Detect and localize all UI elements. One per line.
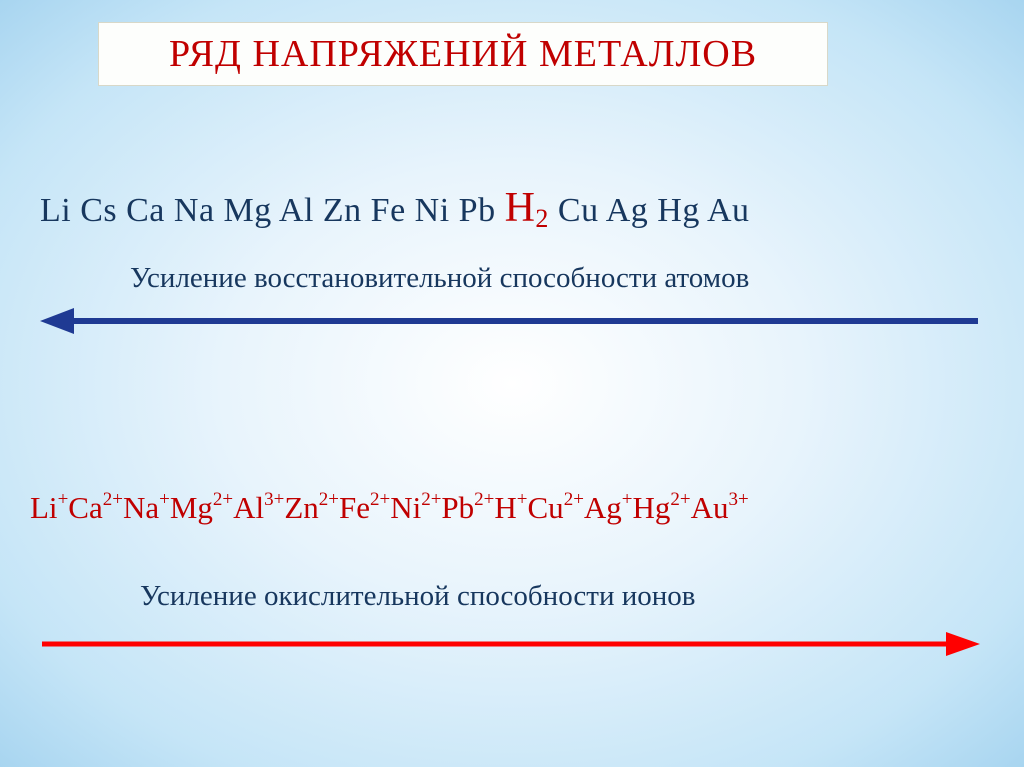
ion-charge: + (58, 489, 69, 510)
atoms-activity-series: Li Cs Ca Na Mg Al Zn Fe Ni Pb Н2 Cu Ag H… (40, 184, 750, 232)
ion-charge: 3+ (729, 489, 749, 510)
ion-symbol: Cu (528, 490, 564, 525)
atoms-before-h: Li Cs Ca Na Mg Al Zn Fe Ni Pb (40, 192, 505, 229)
page-title: РЯД НАПРЯЖЕНИЙ МЕТАЛЛОВ (169, 32, 757, 76)
atoms-after-h: Cu Ag Hg Au (549, 192, 750, 229)
ion-item: Ca2+ (68, 490, 123, 525)
ion-item: Hg2+ (633, 490, 691, 525)
ion-item: Cu2+ (528, 490, 584, 525)
ions-activity-series: Li+Ca2+Na+Mg2+Al3+Zn2+Fe2+Ni2+Pb2+H+Cu2+… (30, 490, 749, 526)
arrow-right-icon (40, 630, 980, 658)
ion-item: Mg2+ (170, 490, 233, 525)
ion-charge: 3+ (264, 489, 284, 510)
ion-symbol: Au (691, 490, 729, 525)
ion-charge: 2+ (370, 489, 390, 510)
ion-symbol: Na (123, 490, 159, 525)
ion-symbol: Hg (633, 490, 671, 525)
ion-item: Na+ (123, 490, 170, 525)
ion-symbol: Ca (68, 490, 102, 525)
ion-item: Au3+ (691, 490, 749, 525)
ion-symbol: Pb (441, 490, 474, 525)
ion-charge: 2+ (670, 489, 690, 510)
ion-charge: 2+ (564, 489, 584, 510)
title-box: РЯД НАПРЯЖЕНИЙ МЕТАЛЛОВ (98, 22, 828, 86)
arrow-reducing-ability (40, 306, 980, 341)
ion-item: Al3+ (233, 490, 284, 525)
ion-symbol: H (494, 490, 516, 525)
ion-charge: 2+ (474, 489, 494, 510)
caption-ions: Усиление окислительной способности ионов (140, 580, 695, 613)
ion-item: Pb2+ (441, 490, 494, 525)
ion-symbol: Zn (284, 490, 318, 525)
ion-charge: 2+ (103, 489, 123, 510)
arrow-left-icon (40, 306, 980, 336)
ion-charge: 2+ (319, 489, 339, 510)
ion-symbol: Li (30, 490, 58, 525)
ion-item: Fe2+ (339, 490, 390, 525)
ion-item: Ag+ (584, 490, 633, 525)
ion-symbol: Al (233, 490, 264, 525)
ion-charge: 2+ (213, 489, 233, 510)
arrow-oxidizing-ability (40, 630, 980, 663)
ion-symbol: Ni (390, 490, 421, 525)
caption-atoms: Усиление восстановительной способности а… (130, 262, 749, 295)
ion-item: Ni2+ (390, 490, 441, 525)
ion-symbol: Mg (170, 490, 213, 525)
ion-charge: + (159, 489, 170, 510)
ion-charge: 2+ (421, 489, 441, 510)
ion-item: Li+ (30, 490, 68, 525)
ion-charge: + (622, 489, 633, 510)
ion-symbol: Fe (339, 490, 370, 525)
ion-symbol: Ag (584, 490, 622, 525)
hydrogen-symbol: Н2 (505, 185, 549, 231)
ion-charge: + (517, 489, 528, 510)
ion-item: H+ (494, 490, 527, 525)
ion-item: Zn2+ (284, 490, 339, 525)
